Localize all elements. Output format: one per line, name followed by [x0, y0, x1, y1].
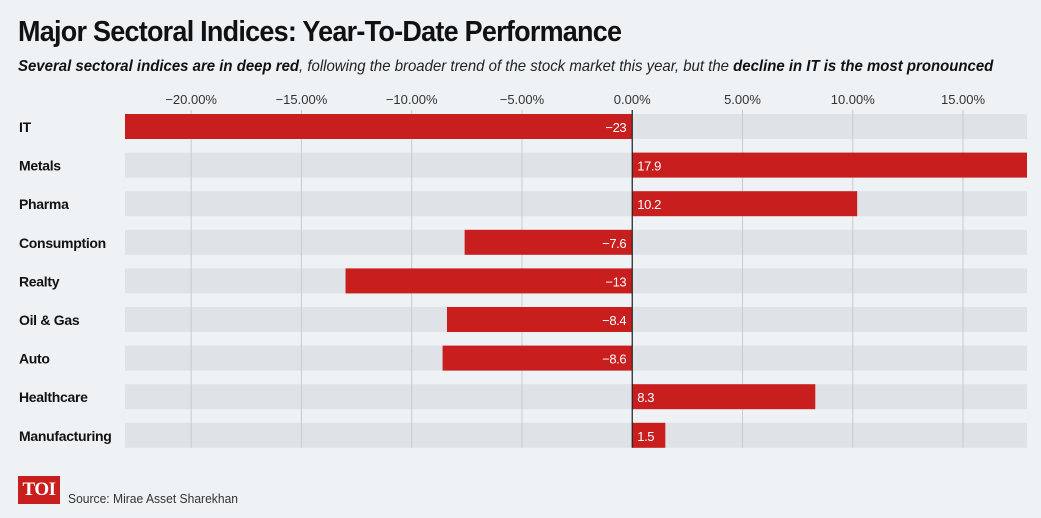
bar-value-label: 8.3 [637, 390, 654, 405]
bar-value-label: 17.9 [637, 159, 661, 174]
chart-title: Major Sectoral Indices: Year-To-Date Per… [18, 16, 622, 48]
bar [464, 229, 633, 255]
source-note: Source: Mirae Asset Sharekhan [68, 491, 239, 506]
bar [446, 307, 633, 332]
subtitle-emphasis-2: decline in IT is the most pronounced [733, 58, 994, 75]
x-tick-label: 10.00% [831, 92, 876, 107]
subtitle-emphasis-1: Several sectoral indices are in deep red [18, 58, 300, 75]
row-track [125, 191, 1027, 217]
subtitle-text: , following the broader trend of the sto… [299, 58, 734, 75]
bar-value-label: 1.5 [637, 429, 654, 444]
bar-value-label: −13 [605, 274, 626, 289]
category-label: Realty [19, 273, 60, 289]
bar-value-label: 10.2 [637, 197, 661, 212]
bar-value-label: −7.6 [602, 236, 626, 251]
row-track [125, 422, 1027, 448]
x-tick-label: 15.00% [941, 92, 986, 107]
bar-value-label: −23 [605, 120, 626, 135]
x-tick-label: 5.00% [724, 92, 761, 107]
x-tick-label: −15.00% [276, 92, 328, 107]
category-label: Pharma [19, 196, 69, 212]
bar [345, 268, 633, 294]
bar [632, 152, 1027, 178]
footer: TOI Source: Mirae Asset Sharekhan [18, 473, 251, 506]
bar [125, 114, 633, 139]
bar [632, 384, 816, 410]
category-label: IT [19, 119, 32, 135]
bar [632, 422, 666, 448]
bar [442, 345, 633, 371]
category-label: Consumption [19, 235, 106, 251]
x-tick-label: −20.00% [165, 92, 217, 107]
x-tick-label: −5.00% [500, 92, 545, 107]
bar-chart: −20.00% −15.00% −10.00% −5.00% 0.00% 5.00% 10.… [19, 92, 1027, 448]
x-tick-label: 0.00% [614, 92, 651, 107]
category-label: Metals [19, 158, 61, 174]
bar-value-label: −8.4 [602, 313, 626, 328]
bar [632, 191, 858, 217]
category-label: Healthcare [19, 389, 88, 405]
bar-value-label: −8.6 [602, 352, 626, 367]
row-track [125, 384, 1027, 410]
category-label: Manufacturing [19, 428, 112, 444]
x-tick-label: −10.00% [386, 92, 438, 107]
toi-logo: TOI [18, 475, 60, 504]
category-label: Oil & Gas [19, 312, 80, 328]
category-label: Auto [19, 351, 50, 367]
chart-subtitle: Several sectoral indices are in deep red… [18, 58, 993, 76]
